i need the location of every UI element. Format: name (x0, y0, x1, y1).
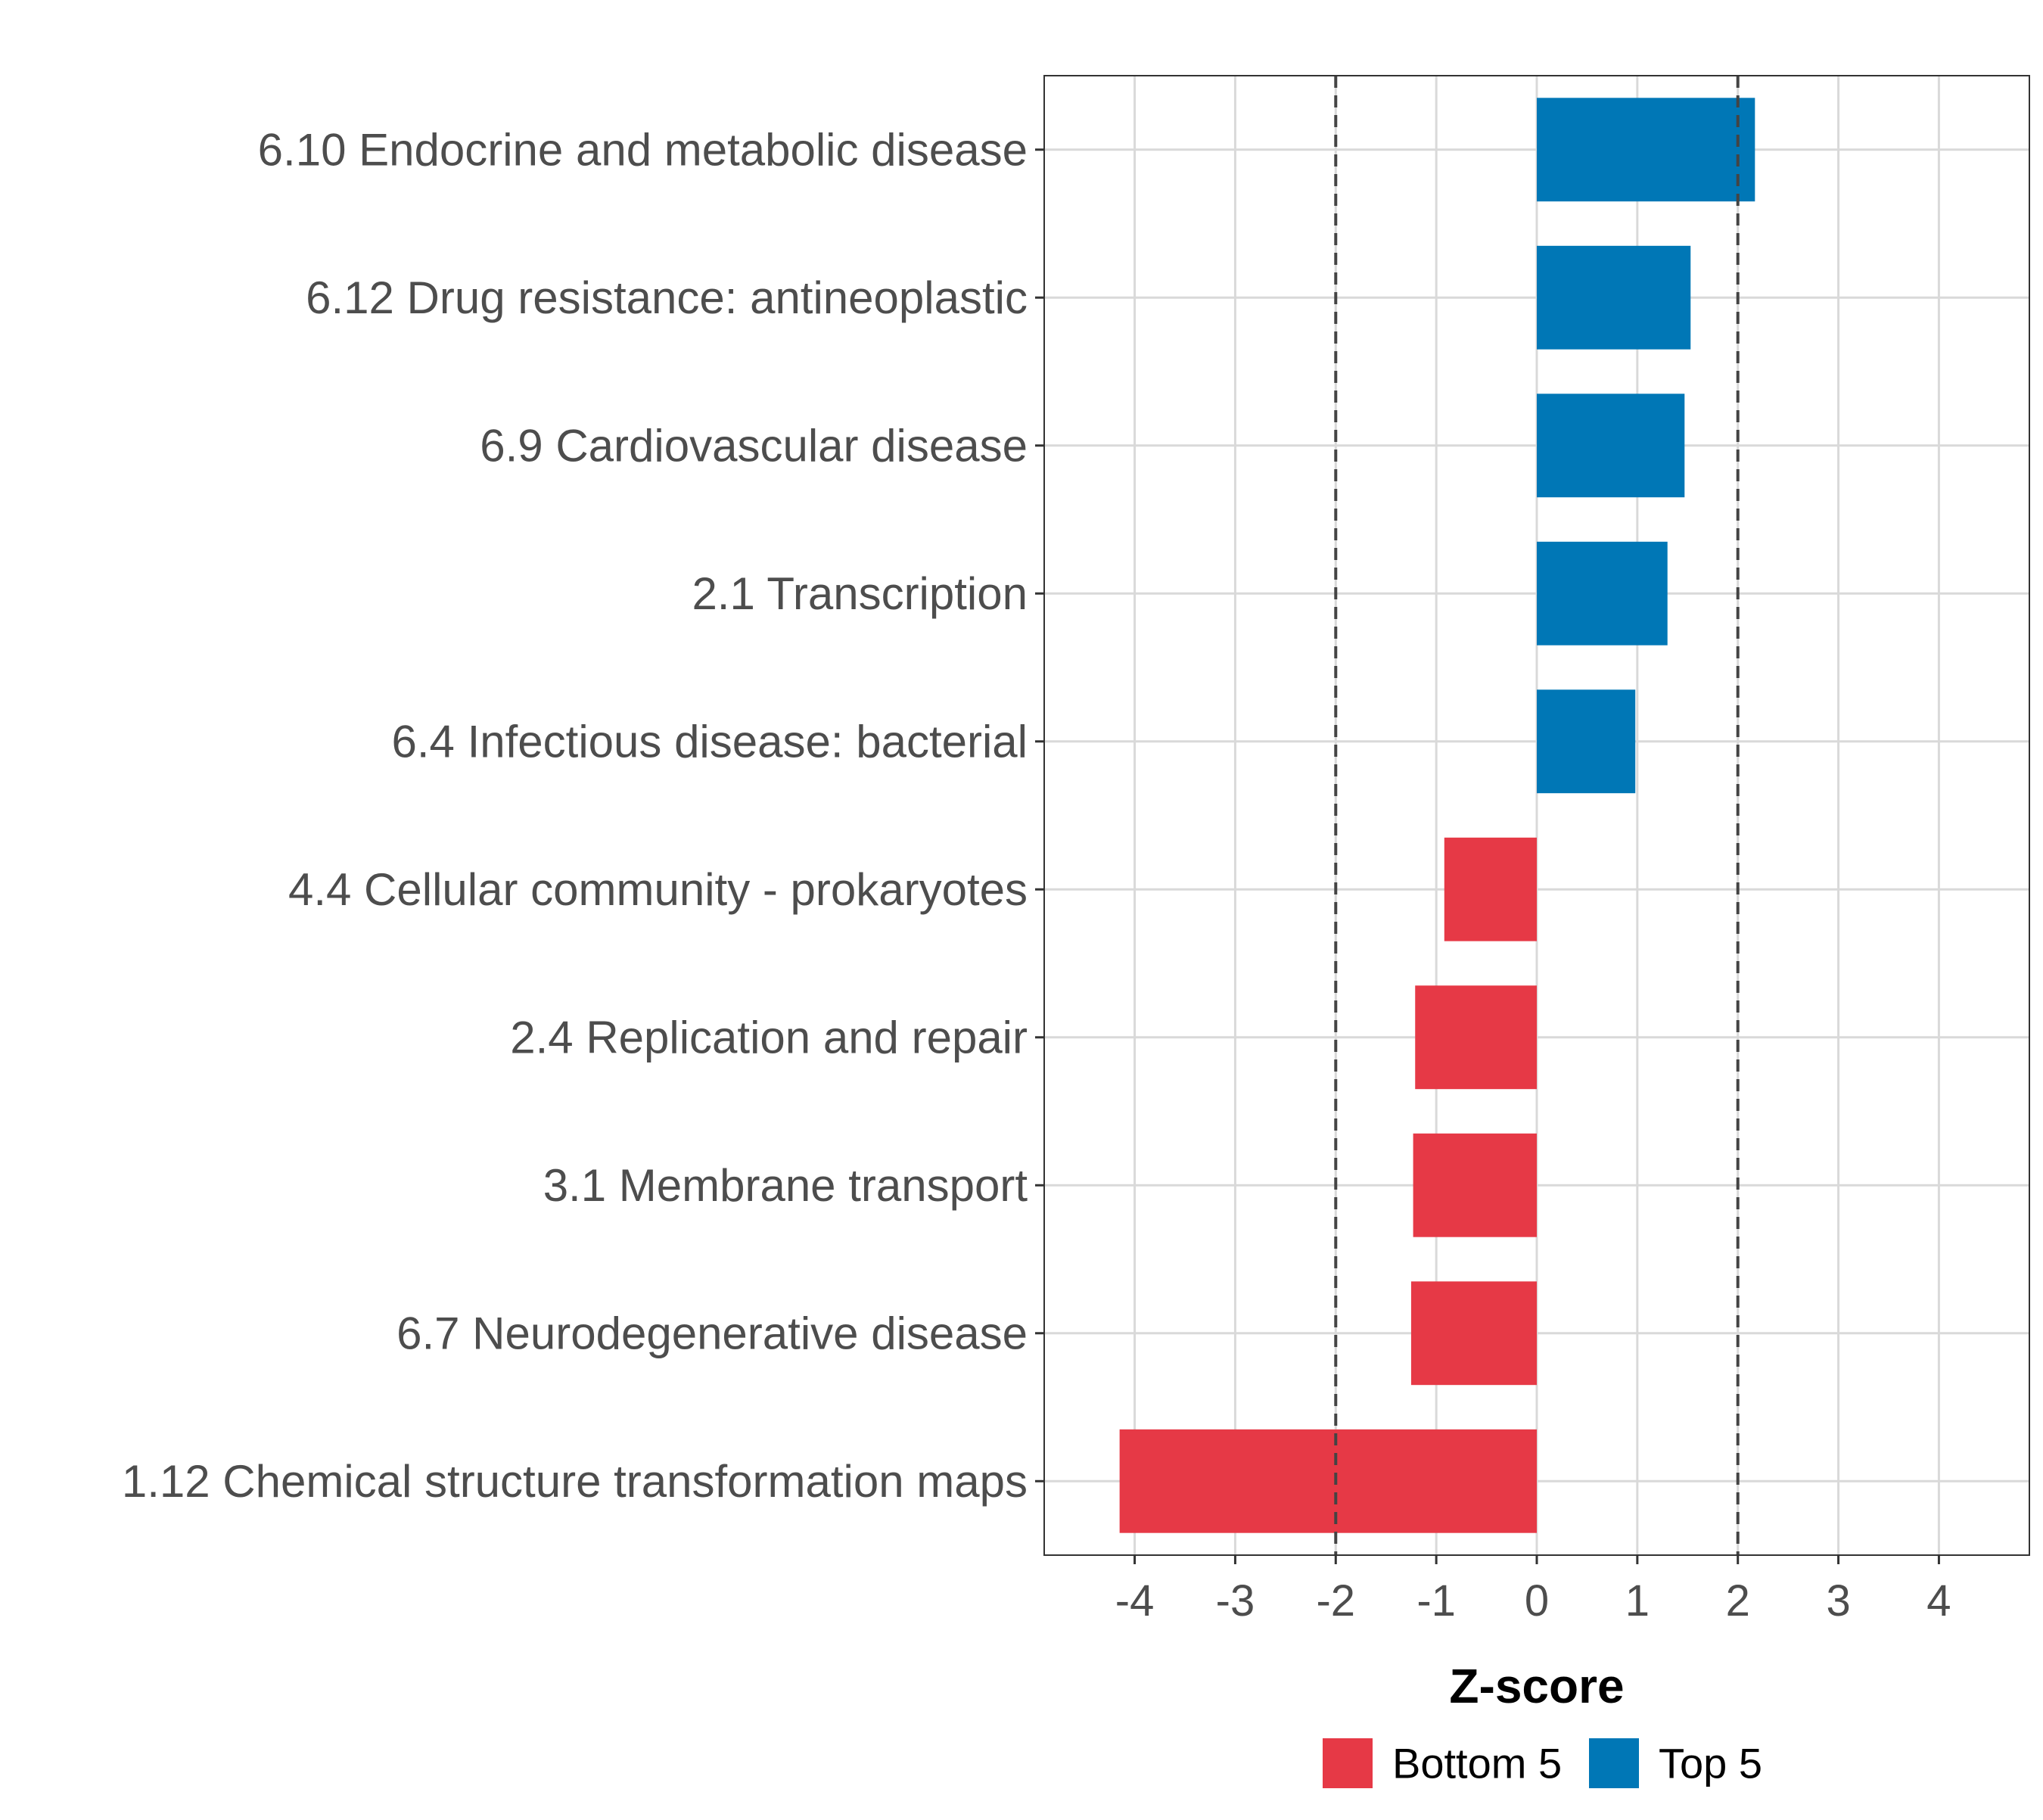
reference-lines (1334, 76, 1740, 1555)
bar (1444, 837, 1537, 941)
y-tick-label: 2.4 Replication and repair (510, 1012, 1028, 1062)
y-tick-label: 6.7 Neurodegenerative disease (396, 1308, 1028, 1358)
x-tick-label: 3 (1826, 1576, 1850, 1626)
bar (1119, 1429, 1537, 1533)
bar (1410, 1281, 1537, 1386)
x-tick-label: 2 (1726, 1576, 1750, 1626)
bars (1119, 98, 1755, 1533)
legend: Bottom 5 Top 5 (1323, 1738, 1762, 1788)
y-tick-label: 2.1 Transcription (692, 568, 1028, 619)
legend-label: Top 5 (1659, 1740, 1762, 1787)
y-tick-label: 1.12 Chemical structure transformation m… (122, 1456, 1028, 1507)
y-tick-label: 3.1 Membrane transport (543, 1160, 1028, 1211)
legend-label: Bottom 5 (1392, 1740, 1562, 1787)
y-tick-label: 6.10 Endocrine and metabolic disease (258, 124, 1028, 175)
x-tick-label: -2 (1316, 1576, 1355, 1626)
y-tick-label: 6.4 Infectious disease: bacterial (392, 716, 1028, 767)
y-tick-label: 6.12 Drug resistance: antineoplastic (306, 272, 1028, 323)
y-tick-label: 4.4 Cellular community - prokaryotes (288, 864, 1028, 915)
x-axis-title: Z-score (1449, 1659, 1624, 1713)
x-tick-label: -4 (1115, 1576, 1155, 1626)
x-axis-ticks: -4 -3 -2 -1 0 1 2 3 4 (1115, 1555, 1951, 1626)
y-axis-ticks: 6.10 Endocrine and metabolic disease 6.12… (122, 124, 1044, 1507)
bar (1537, 541, 1668, 646)
bar (1415, 985, 1537, 1090)
x-tick-label: -3 (1216, 1576, 1255, 1626)
x-tick-label: 0 (1525, 1576, 1549, 1626)
legend-swatch (1589, 1738, 1639, 1788)
x-tick-label: -1 (1416, 1576, 1456, 1626)
legend-swatch (1323, 1738, 1373, 1788)
bar (1537, 394, 1685, 498)
bar (1537, 245, 1691, 350)
x-tick-label: 1 (1625, 1576, 1650, 1626)
x-tick-label: 4 (1926, 1576, 1951, 1626)
bar (1537, 689, 1636, 794)
y-tick-label: 6.9 Cardiovascular disease (480, 420, 1028, 471)
bar (1413, 1133, 1537, 1237)
bar (1537, 98, 1755, 202)
